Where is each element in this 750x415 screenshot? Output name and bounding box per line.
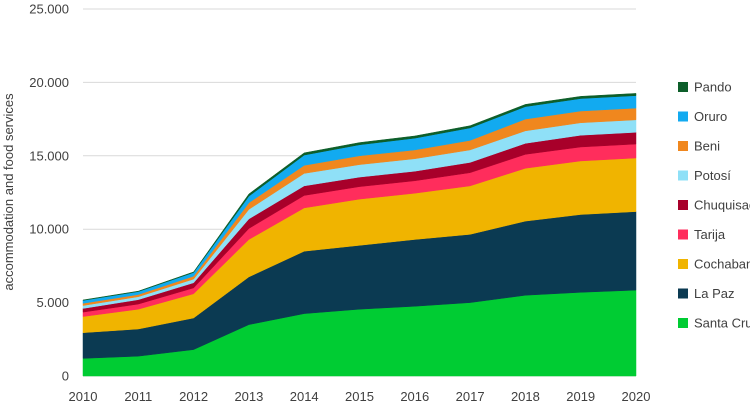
- legend-label: Chuquisaca: [694, 198, 750, 213]
- legend-swatch: [678, 318, 688, 328]
- x-tick-label: 2018: [511, 389, 540, 404]
- legend-swatch: [678, 229, 688, 240]
- y-tick-label: 5.000: [36, 295, 69, 310]
- y-tick-label: 10.000: [29, 222, 69, 237]
- legend-label: Oruro: [694, 109, 727, 124]
- x-tick-label: 2010: [69, 389, 98, 404]
- x-tick-label: 2020: [622, 389, 651, 404]
- legend-label: Tarija: [694, 227, 726, 242]
- y-tick-labels: 0 5.000 10.000 15.000 20.000 25.000: [29, 2, 69, 384]
- legend-label: Santa Cruz: [694, 316, 750, 331]
- legend-label: Beni: [694, 139, 720, 154]
- x-tick-label: 2017: [456, 389, 485, 404]
- area-series-8: [82, 93, 637, 301]
- legend-label: Cochabamba: [694, 257, 750, 272]
- legend-swatch: [678, 200, 688, 210]
- y-tick-label: 15.000: [29, 148, 69, 163]
- x-tick-label: 2011: [124, 389, 152, 404]
- legend-swatch: [678, 170, 688, 181]
- x-tick-label: 2013: [234, 389, 263, 404]
- x-tick-label: 2014: [290, 389, 319, 404]
- legend-swatch: [678, 82, 688, 92]
- legend-label: Pando: [694, 80, 732, 95]
- x-tick-label: 2012: [179, 389, 208, 404]
- x-tick-label: 2015: [345, 389, 374, 404]
- y-tick-label: 20.000: [29, 75, 69, 90]
- legend: Pando Oruro Beni Potosí Chuquisaca Tarija Coch…: [678, 80, 750, 331]
- x-tick-label: 2016: [400, 389, 429, 404]
- area-layer: [82, 93, 637, 377]
- y-tick-label: 0: [62, 369, 69, 384]
- legend-swatch: [678, 141, 688, 151]
- legend-label: Potosí: [694, 168, 731, 183]
- y-axis-label: accommodation and food services: [1, 93, 16, 291]
- x-tick-labels: 2010 2011 2012 2013 2014 2015 2016 2017 2018 2019…: [69, 389, 651, 404]
- legend-swatch: [678, 111, 688, 122]
- legend-label: La Paz: [694, 286, 734, 301]
- legend-swatch: [678, 259, 688, 269]
- x-tick-label: 2019: [566, 389, 595, 404]
- legend-swatch: [678, 288, 688, 299]
- y-tick-label: 25.000: [29, 2, 69, 17]
